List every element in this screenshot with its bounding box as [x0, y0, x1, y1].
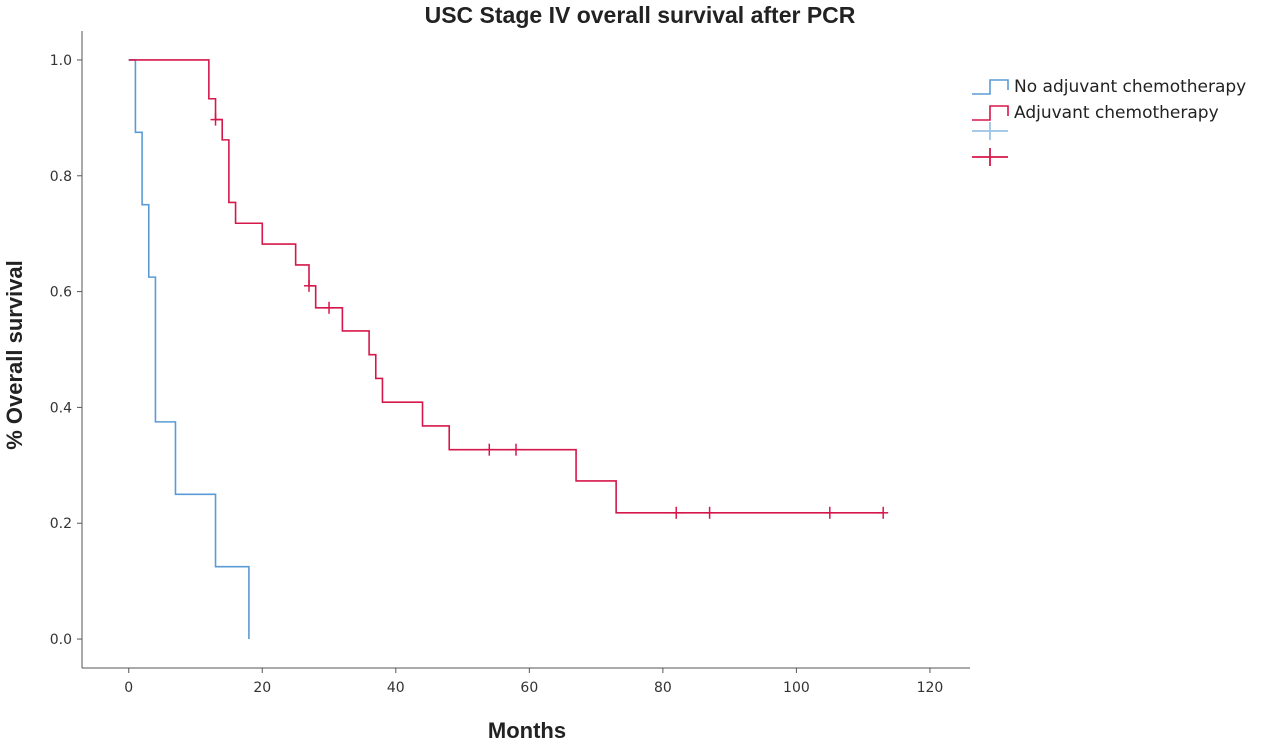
- censor-mark: [824, 506, 835, 519]
- censor-mark: [484, 443, 495, 456]
- censor-mark: [704, 506, 715, 519]
- x-tick-label: 120: [917, 680, 944, 696]
- legend-item-no-adjuvant: No adjuvant chemotherapy: [972, 77, 1246, 97]
- chart-title: USC Stage IV overall survival after PCR: [425, 2, 856, 28]
- x-tick-label: 40: [387, 680, 405, 696]
- x-tick-label: 60: [520, 680, 538, 696]
- x-tick-label: 80: [654, 680, 672, 696]
- legend-label: Adjuvant chemotherapy: [1014, 103, 1219, 123]
- legend-censor-swatch: [972, 122, 1008, 140]
- y-tick-label: 0.6: [50, 285, 72, 301]
- x-tick-label: 0: [124, 680, 133, 696]
- y-tick-label: 0.8: [50, 169, 72, 185]
- censor-mark: [510, 443, 521, 456]
- x-axis-label: Months: [488, 718, 566, 743]
- censor-mark: [324, 301, 335, 314]
- legend-censor-swatch: [972, 148, 1008, 166]
- y-tick-label: 1.0: [50, 53, 72, 69]
- y-tick-label: 0.2: [50, 516, 72, 532]
- y-axis-ticks: 0.0 0.2 0.4 0.6 0.8 1.0: [50, 53, 82, 648]
- legend-item-adjuvant: Adjuvant chemotherapy: [972, 103, 1219, 123]
- series-line-adjuvant: [128, 59, 884, 514]
- y-axis-label: % Overall survival: [2, 260, 27, 450]
- series-layer: [128, 59, 889, 640]
- censor-mark: [671, 506, 682, 519]
- x-tick-label: 100: [783, 680, 810, 696]
- y-tick-label: 0.0: [50, 632, 72, 648]
- series-line-no-adjuvant: [128, 59, 250, 640]
- legend-step-swatch: [972, 79, 1009, 95]
- censor-mark: [304, 279, 315, 292]
- x-tick-label: 20: [253, 680, 271, 696]
- legend: No adjuvant chemotherapy Adjuvant chemoth…: [972, 77, 1246, 166]
- censor-mark: [878, 506, 889, 519]
- y-tick-label: 0.4: [50, 400, 72, 416]
- censor-mark: [210, 113, 221, 126]
- legend-step-swatch: [972, 105, 1009, 121]
- x-axis-ticks: 0 20 40 60 80 100 120: [124, 668, 943, 696]
- plot-area: 0 20 40 60 80 100 120 0.0 0.2 0.4 0.6 0.8 1.0: [50, 31, 970, 696]
- legend-label: No adjuvant chemotherapy: [1014, 77, 1246, 97]
